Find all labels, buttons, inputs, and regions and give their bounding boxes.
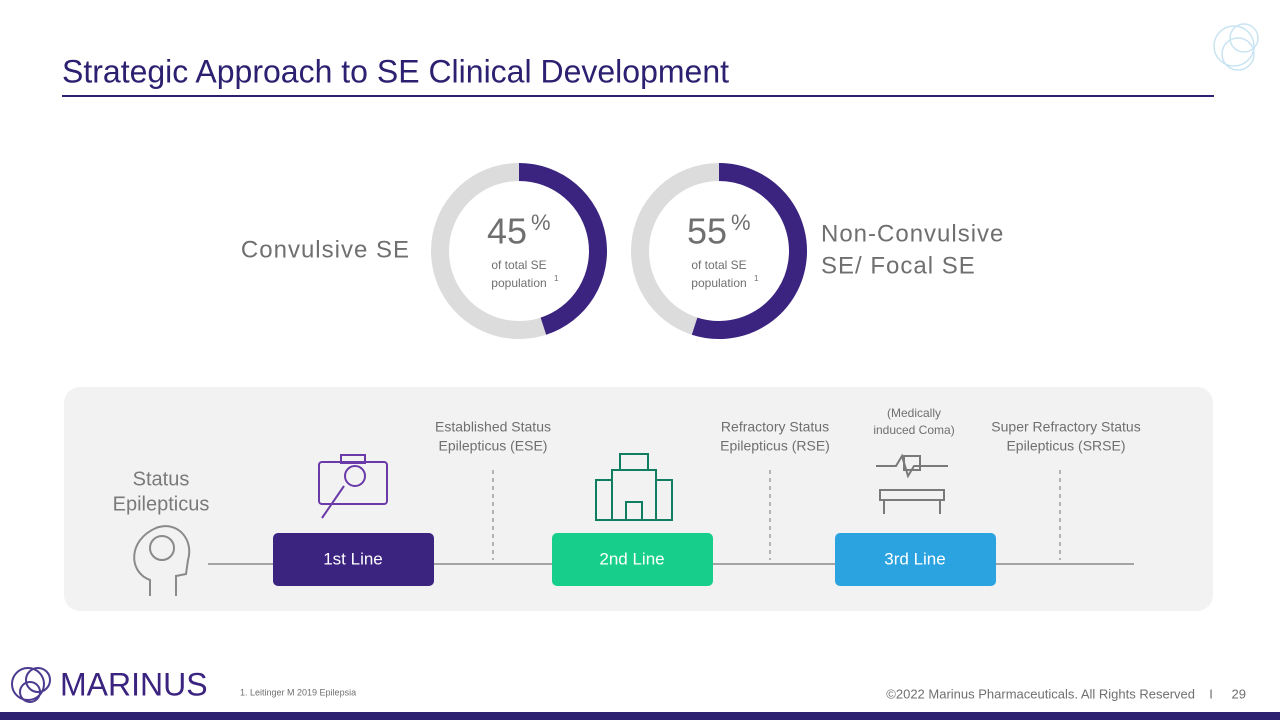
stage-label: 3rd Line (884, 549, 945, 568)
medical-kit-icon (318, 454, 388, 519)
milestone-label: Epilepticus (RSE) (720, 438, 830, 454)
start-label: Epilepticus (113, 493, 210, 515)
stage-box (835, 533, 996, 586)
donut-label: Convulsive SE (241, 236, 410, 263)
donut-unit: % (731, 210, 751, 235)
stage-box (273, 533, 434, 586)
note-label: induced Coma) (873, 423, 954, 437)
logo-mark (11, 667, 51, 703)
copyright: ©2022 Marinus Pharmaceuticals. All Right… (886, 686, 1195, 701)
footnote-ref: 1 (754, 274, 759, 283)
stage-label: 2nd Line (599, 549, 664, 568)
head-icon (133, 525, 191, 596)
milestone-label: Super Refractory Status (991, 419, 1140, 435)
hospital-bed-icon (876, 453, 948, 514)
donut-caption: of total SE (691, 258, 746, 272)
donut-caption: population (691, 276, 746, 290)
footnote-ref: 1 (554, 274, 559, 283)
donut-value: 55 (687, 211, 727, 252)
donut-unit: % (531, 210, 551, 235)
milestone-label: Refractory Status (721, 419, 829, 435)
donut-label: Non-Convulsive (821, 220, 1004, 247)
milestone-dividers (492, 470, 1061, 560)
donut-caption: of total SE (491, 258, 546, 272)
corner-circles (1213, 23, 1259, 71)
donut-label: SE/ Focal SE (821, 252, 976, 279)
milestone-label: Established Status (435, 419, 551, 435)
page-number: 29 (1232, 686, 1246, 701)
milestone-label: Epilepticus (SRSE) (1006, 438, 1125, 454)
stage-label: 1st Line (323, 549, 383, 568)
note-label: (Medically (887, 406, 941, 420)
title: Strategic Approach to SE Clinical Develo… (62, 53, 729, 89)
stage-box (552, 533, 713, 586)
separator: I (1209, 686, 1213, 701)
start-label: Status (133, 468, 190, 490)
footnote: 1. Leitinger M 2019 Epilepsia (240, 687, 356, 697)
logo: MARINUS (60, 666, 208, 702)
donut-segment (518, 163, 607, 335)
milestone-label: Epilepticus (ESE) (439, 438, 548, 454)
donut-caption: population (491, 276, 546, 290)
donut-value: 45 (487, 211, 527, 252)
donut-segment (691, 163, 807, 339)
footer-bar (0, 712, 1280, 720)
hospital-icon (595, 453, 673, 521)
